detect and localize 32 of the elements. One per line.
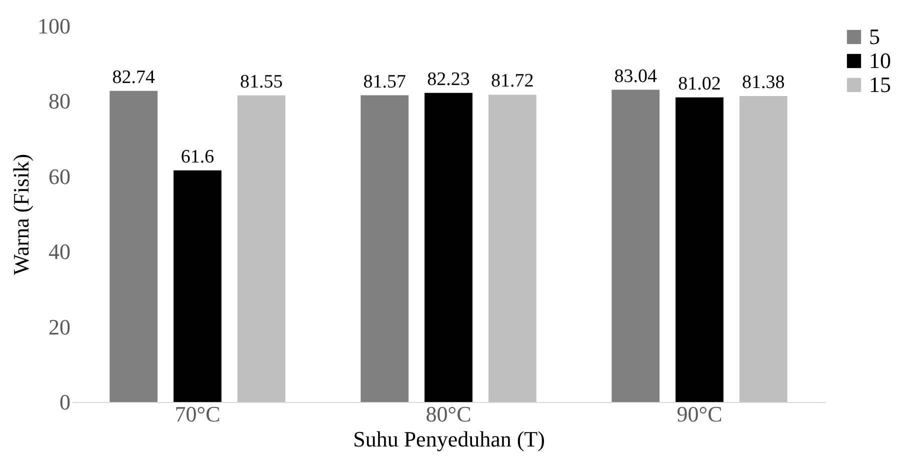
- data-label: 81.57: [363, 71, 406, 92]
- y-tick-label: 60: [48, 164, 70, 189]
- data-label: 81.55: [240, 71, 283, 92]
- x-tick-label: 80°C: [426, 402, 472, 426]
- data-label: 81.38: [742, 72, 785, 94]
- data-label: 81.72: [491, 70, 534, 92]
- bar: [360, 95, 409, 402]
- bar: [424, 92, 472, 402]
- bar: [488, 94, 536, 402]
- data-label: 82.74: [112, 66, 156, 88]
- data-label: 81.02: [678, 73, 721, 94]
- x-axis-title: Suhu Penyeduhan (T): [353, 426, 545, 452]
- bar: [739, 96, 788, 402]
- x-tick-label: 70°C: [174, 402, 220, 426]
- bar: [676, 97, 724, 402]
- legend-label: 15: [869, 72, 891, 97]
- y-tick-label: 0: [60, 390, 70, 414]
- data-label: 83.04: [614, 66, 658, 87]
- y-tick-label: 80: [48, 88, 70, 114]
- y-tick-label: 100: [38, 14, 70, 38]
- legend-label: 5: [869, 24, 880, 49]
- y-tick-label: 20: [48, 314, 70, 340]
- y-axis-title: Warna (Fisik): [8, 154, 34, 276]
- legend-label: 10: [869, 48, 891, 73]
- data-label: 61.6: [180, 146, 214, 168]
- bar: [174, 170, 222, 402]
- bar: [612, 90, 660, 402]
- data-label: 82.23: [427, 68, 470, 90]
- bar: [110, 90, 158, 402]
- y-tick-label: 40: [48, 239, 70, 264]
- x-tick-label: 90°C: [676, 402, 722, 426]
- bar: [237, 95, 286, 402]
